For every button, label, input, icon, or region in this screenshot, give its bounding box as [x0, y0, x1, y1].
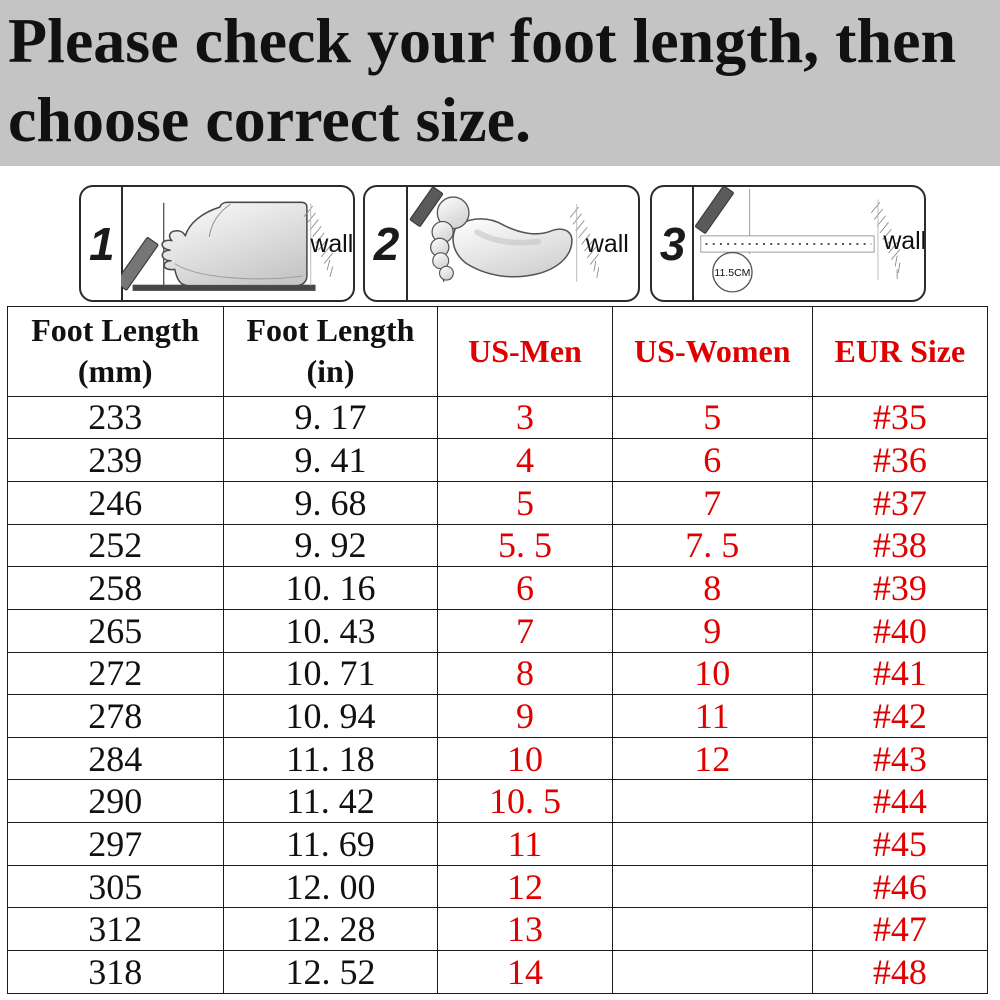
svg-text:11.5CM: 11.5CM: [714, 267, 750, 279]
svg-text:wall: wall: [309, 230, 353, 258]
svg-text:wall: wall: [585, 230, 629, 258]
svg-text:wall: wall: [882, 227, 924, 255]
